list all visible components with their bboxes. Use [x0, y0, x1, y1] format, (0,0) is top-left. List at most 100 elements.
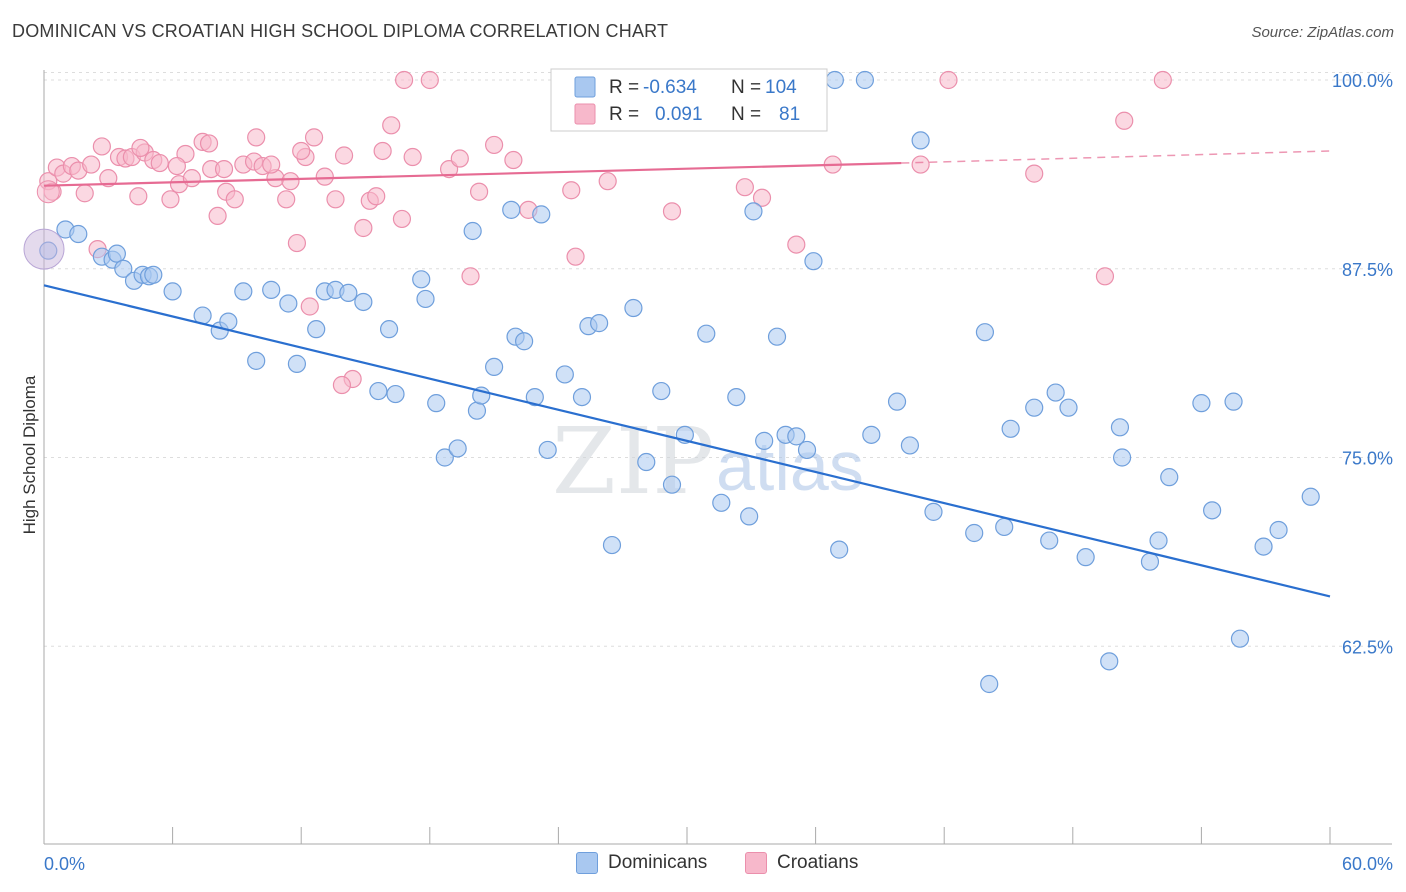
croatians-point-35 [326, 190, 345, 209]
dominicans-point-46 [637, 452, 656, 472]
dominicans-point-30 [427, 394, 446, 413]
croatians-point-37 [354, 218, 373, 238]
dominicans-point-69 [995, 517, 1014, 537]
croatians-point-9 [99, 169, 118, 188]
croatians-point-20 [182, 169, 201, 188]
dominicans-point-67 [975, 323, 995, 342]
dominicans-point-18 [279, 294, 298, 313]
croatians-point-39 [373, 141, 392, 161]
legend-r-label-2: R = [609, 104, 639, 125]
dominicans-point-101 [744, 202, 763, 221]
croatians-swatch [745, 852, 767, 874]
croatians-point-71 [300, 297, 319, 316]
croatians-point-72 [334, 146, 354, 165]
legend-swatch-pink [574, 103, 596, 125]
dominicans-point-17 [262, 280, 281, 299]
dominicans-point-41 [572, 388, 592, 407]
croatians-point-47 [504, 150, 523, 170]
dominicans-point-98 [463, 221, 482, 241]
croatians-point-70 [281, 172, 300, 191]
dominicans-point-85 [1230, 629, 1250, 648]
croatians-point-44 [450, 149, 469, 168]
croatians-point-40 [382, 116, 401, 135]
dominicans-point-52 [727, 388, 746, 407]
dominicans-point-66 [965, 523, 984, 543]
dominicans-point-58 [797, 440, 817, 460]
dominicans-point-81 [1160, 468, 1179, 487]
croatians-point-41 [394, 70, 414, 90]
dominicans-point-11 [163, 282, 182, 301]
croatians-point-75 [461, 267, 480, 286]
dominicans-point-23 [339, 283, 358, 303]
dominicans-point-6 [114, 259, 133, 278]
dominicans-trend-line [43, 284, 1331, 598]
croatians-point-59 [911, 155, 930, 174]
croatians-point-67 [167, 156, 186, 176]
croatians-point-57 [787, 235, 806, 254]
croatians-point-51 [598, 172, 617, 191]
croatians-point-17 [161, 190, 180, 209]
croatians-point-25 [225, 190, 244, 209]
dominicans-point-77 [1110, 418, 1130, 437]
croatians-point-78 [403, 147, 422, 167]
croatians-point-68 [199, 134, 219, 153]
dominicans-point-2 [69, 224, 88, 244]
croatians-point-74 [392, 209, 412, 229]
dominicans-point-99 [502, 200, 521, 219]
croatians-point-80 [262, 155, 281, 174]
dominicans-point-103 [855, 70, 874, 90]
croatians-point-66 [131, 138, 150, 158]
croatians-point-34 [315, 167, 334, 186]
croatians-point-45 [469, 182, 489, 201]
croatians-point-55 [735, 178, 754, 197]
dominicans-point-60 [830, 540, 849, 559]
dominicans-point-32 [448, 439, 467, 458]
croatians-point-56 [752, 188, 772, 207]
x-tick-label-0: 0.0% [44, 854, 85, 874]
croatians-point-16 [150, 153, 169, 173]
croatians-point-53 [662, 202, 682, 221]
legend-r-value-1: -0.634 [643, 77, 697, 98]
x-tick-label-1: 60.0% [1342, 854, 1393, 874]
dominicans-point-45 [624, 298, 643, 318]
dominicans-point-33 [467, 401, 487, 420]
dominicans-point-62 [887, 392, 907, 411]
dominicans-point-84 [1224, 392, 1243, 411]
dominicans-point-19 [287, 354, 307, 373]
y-tick-label-3: 100.0% [1332, 71, 1393, 91]
legend-swatch-blue [574, 76, 596, 98]
dominicans-point-27 [386, 384, 405, 404]
dominicans-point-5 [107, 244, 126, 263]
dominicans-point-53 [740, 507, 759, 526]
dominicans-point-74 [1059, 398, 1078, 417]
croatians-point-33 [304, 128, 324, 147]
dominicans-point-55 [767, 327, 787, 346]
dominicans-point-39 [538, 440, 557, 460]
dominicans-point-43 [590, 314, 609, 333]
legend-n-label-2: N = [731, 104, 761, 125]
croatians-trend-extension [901, 150, 1331, 164]
dominicans-point-37 [515, 332, 534, 351]
dominicans-point-100 [532, 205, 551, 224]
croatians-point-6 [75, 184, 94, 203]
croatians-point-62 [1095, 267, 1115, 286]
dominicans-swatch [576, 852, 598, 874]
legend-r-label-1: R = [609, 77, 639, 98]
x-tick-labels: 0.0% 60.0% [44, 854, 1393, 874]
dominicans-point-29 [416, 289, 435, 309]
dominicans-label: Dominicans [608, 852, 708, 873]
croatians-point-73 [367, 187, 386, 206]
croatians-point-77 [332, 375, 352, 395]
croatians-point-61 [1025, 164, 1044, 183]
dominicans-point-86 [1254, 537, 1273, 556]
dominicans-point-15 [234, 282, 253, 301]
stats-legend: R = -0.634 N = 104 R = 0.091 N = 81 [550, 68, 828, 132]
croatians-label: Croatians [777, 852, 859, 873]
y-tick-label-2: 87.5% [1342, 260, 1393, 280]
dominicans-point-72 [1040, 531, 1059, 550]
croatians-point-large [36, 180, 60, 204]
dominicans-point-61 [862, 425, 881, 444]
croatians-point-42 [420, 70, 439, 90]
dominicans-point-38 [525, 388, 544, 407]
